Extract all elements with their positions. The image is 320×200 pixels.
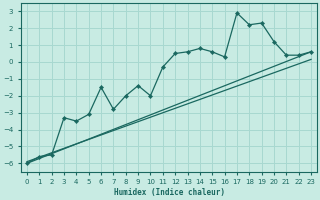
X-axis label: Humidex (Indice chaleur): Humidex (Indice chaleur) xyxy=(114,188,225,197)
